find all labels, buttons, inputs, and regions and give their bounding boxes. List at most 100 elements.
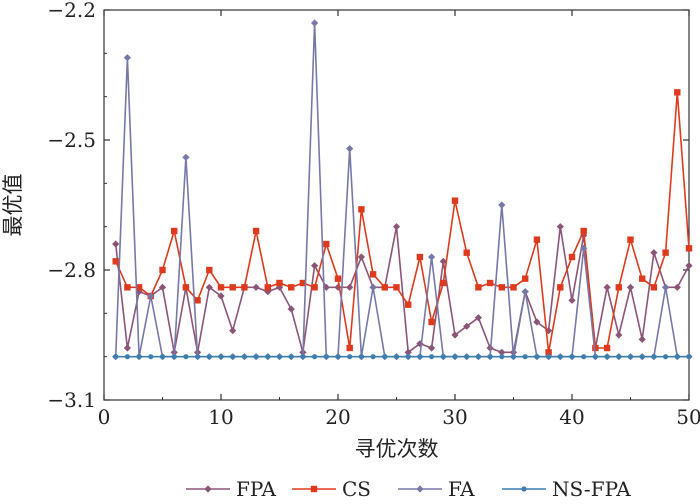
data-point-cs [650, 284, 658, 291]
x-tick-label: 50 [676, 405, 700, 429]
data-point-ns-fpa [230, 354, 236, 360]
data-point-ns-fpa [265, 354, 271, 360]
data-point-ns-fpa [417, 354, 423, 360]
data-point-fpa [311, 262, 319, 270]
data-point-cs [639, 275, 646, 282]
data-point-ns-fpa [546, 354, 552, 360]
data-point-cs [580, 227, 587, 235]
data-point-cs [369, 271, 377, 278]
data-point-fpa [463, 322, 471, 330]
data-point-fpa [439, 257, 447, 265]
data-point-cs [276, 279, 283, 287]
data-point-fpa [416, 340, 424, 348]
x-tick-label: 20 [325, 405, 350, 429]
data-point-ns-fpa [627, 354, 634, 360]
data-point-cs [381, 284, 388, 291]
data-point-fa [580, 244, 588, 252]
data-point-ns-fpa [393, 354, 400, 360]
data-point-cs [217, 284, 225, 291]
data-point-cs [486, 279, 494, 287]
data-point-ns-fpa [195, 354, 201, 360]
data-point-cs [662, 249, 669, 256]
data-point-ns-fpa [206, 354, 212, 360]
data-point-ns-fpa [347, 354, 353, 360]
x-tick-label: 10 [208, 405, 233, 429]
y-tick-label: −3.1 [47, 388, 96, 412]
data-point-fpa [112, 240, 120, 248]
data-point-fpa [568, 296, 576, 304]
data-point-cs [475, 284, 482, 291]
data-point-cs [124, 284, 131, 291]
data-point-cs [627, 236, 634, 243]
data-point-cs [206, 266, 213, 274]
data-point-cs [194, 297, 201, 304]
legend-item-cs: CS [292, 477, 371, 501]
data-point-fpa [229, 327, 237, 335]
data-point-ns-fpa [335, 354, 341, 360]
data-point-ns-fpa [569, 354, 575, 360]
data-point-ns-fpa [557, 354, 563, 360]
data-point-fpa [205, 283, 213, 291]
data-point-cs [685, 245, 693, 252]
data-point-fa [369, 283, 377, 291]
data-point-ns-fpa [136, 354, 142, 360]
data-point-fpa [474, 314, 482, 322]
data-point-fa [428, 253, 436, 261]
data-point-fa [182, 153, 190, 161]
data-point-ns-fpa [253, 354, 259, 360]
y-axis-title: 最优值 [1, 174, 25, 237]
data-point-cs [440, 279, 447, 287]
data-point-fpa [346, 283, 354, 291]
data-point-ns-fpa [241, 354, 247, 360]
data-point-cs [674, 89, 681, 96]
data-point-ns-fpa [159, 354, 166, 360]
data-point-ns-fpa [534, 354, 540, 360]
data-point-fpa [392, 223, 401, 231]
data-point-fpa [404, 348, 412, 356]
data-point-fpa [357, 253, 365, 261]
data-point-fpa [428, 344, 436, 352]
data-point-cs [112, 258, 119, 265]
data-point-cs [405, 301, 412, 308]
data-point-cs [252, 227, 260, 235]
data-point-ns-fpa [312, 354, 318, 360]
data-point-ns-fpa [124, 354, 130, 360]
data-point-ns-fpa [487, 354, 493, 360]
data-point-ns-fpa [510, 354, 517, 360]
data-point-cs [229, 284, 236, 291]
data-point-fpa [451, 331, 459, 339]
data-point-fpa [556, 223, 564, 231]
data-point-ns-fpa [440, 354, 446, 360]
data-point-fpa [158, 283, 167, 291]
data-point-cs [323, 240, 330, 248]
data-point-fa [662, 283, 670, 291]
data-point-ns-fpa [522, 354, 528, 360]
data-point-ns-fpa [663, 354, 669, 360]
x-tick-label: 30 [442, 405, 467, 429]
series-cs [112, 89, 693, 356]
data-point-fpa [533, 318, 541, 326]
data-point-ns-fpa [464, 354, 470, 360]
y-tick-label: −2.5 [47, 128, 96, 152]
data-point-cs [346, 344, 353, 352]
data-point-fpa [217, 292, 225, 300]
data-point-cs [311, 284, 318, 291]
data-point-cs [241, 284, 248, 291]
data-point-cs [568, 253, 576, 261]
data-point-ns-fpa [218, 354, 224, 360]
data-point-ns-fpa [686, 354, 692, 360]
data-point-ns-fpa [452, 354, 458, 360]
data-point-ns-fpa [499, 354, 505, 360]
data-point-fpa [638, 335, 646, 343]
data-point-fpa [626, 283, 635, 291]
x-axis-title: 寻优次数 [355, 437, 439, 461]
legend-item-ns-fpa: NS-FPA [502, 477, 631, 501]
data-point-fpa [252, 283, 260, 291]
data-point-fpa [673, 283, 681, 291]
data-point-fa [498, 201, 506, 209]
x-tick-label: 40 [559, 405, 584, 429]
data-point-cs [334, 275, 342, 282]
data-point-cs [592, 344, 599, 352]
legend-swatch-marker [204, 485, 212, 493]
